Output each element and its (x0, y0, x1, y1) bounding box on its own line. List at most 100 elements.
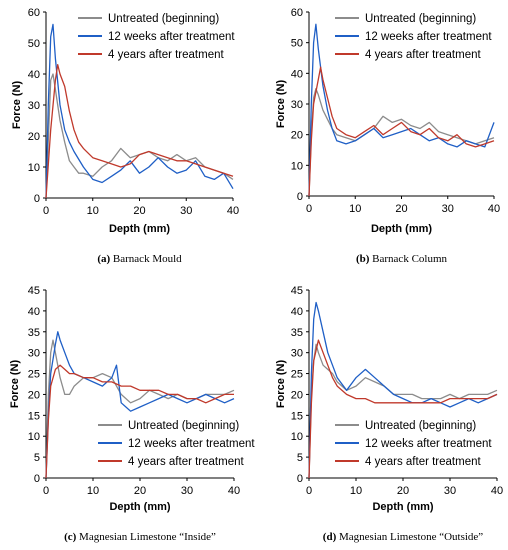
legend-label: 4 years after treatment (365, 456, 481, 468)
y-tick-label: 60 (28, 7, 40, 19)
legend-label: 4 years after treatment (365, 49, 481, 61)
x-axis-title: Depth (mm) (371, 223, 432, 235)
series-line-years4 (308, 66, 495, 197)
y-tick-label: 35 (28, 327, 40, 339)
x-tick-label: 30 (181, 485, 193, 497)
y-tick-label: 60 (291, 7, 303, 19)
legend-label: Untreated (beginning) (108, 13, 219, 25)
panel-caption-text: Magnesian Limestone “Outside” (336, 531, 483, 543)
y-tick-label: 10 (28, 162, 40, 174)
x-tick-label: 40 (491, 485, 503, 497)
x-tick-label: 40 (227, 205, 239, 217)
x-tick-label: 0 (306, 485, 312, 497)
y-tick-label: 20 (291, 389, 303, 401)
series-line-years4 (45, 64, 234, 199)
y-tick-label: 35 (291, 327, 303, 339)
y-axis-title: Force (N) (275, 360, 287, 409)
y-tick-label: 5 (34, 452, 40, 464)
x-tick-label: 0 (43, 485, 49, 497)
panel-caption: (c) Magnesian Limestone “Inside” (64, 531, 216, 543)
panel-caption: (a) Barnack Mould (97, 253, 182, 265)
panel-caption-text: Magnesian Limestone “Inside” (76, 531, 216, 543)
x-axis-title: Depth (mm) (372, 501, 433, 513)
x-tick-label: 10 (87, 485, 99, 497)
y-axis-title: Force (N) (9, 360, 21, 409)
y-tick-label: 25 (28, 369, 40, 381)
y-tick-label: 0 (297, 191, 303, 203)
x-tick-label: 10 (350, 485, 362, 497)
y-tick-label: 15 (28, 410, 40, 422)
legend-label: 4 years after treatment (108, 49, 224, 61)
x-tick-label: 0 (43, 205, 49, 217)
y-axis-title: Force (N) (11, 81, 23, 130)
panel-caption-text: Barnack Mould (110, 253, 182, 265)
series-line-weeks12 (45, 331, 235, 479)
y-tick-label: 20 (28, 131, 40, 143)
series-line-untreated (308, 343, 498, 479)
y-tick-label: 25 (291, 369, 303, 381)
x-tick-label: 20 (397, 485, 409, 497)
x-axis-title: Depth (mm) (109, 223, 170, 235)
panel-caption: (b) Barnack Column (356, 253, 448, 265)
chart-panel-2: 0 10 20 30 40 50 60 0 10 20 30 40 Depth (mm) Force (N… (275, 7, 500, 265)
y-tick-label: 45 (28, 285, 40, 297)
legend-label: Untreated (beginning) (128, 420, 239, 432)
y-tick-label: 40 (291, 68, 303, 80)
y-tick-label: 50 (28, 38, 40, 50)
chart-panel-3: 0 5 10 15 20 25 30 35 40 45 0 10 20 30 40 Depth (mm) For… (9, 285, 255, 543)
panel-caption-letter: (a) (97, 253, 110, 265)
legend-label: 4 years after treatment (128, 456, 244, 468)
y-tick-label: 10 (28, 431, 40, 443)
series-line-untreated (45, 73, 234, 199)
series-line-weeks12 (308, 301, 498, 479)
chart-panel-4: 0 5 10 15 20 25 30 35 40 45 0 10 20 30 40 Depth (mm) For… (275, 285, 503, 543)
y-tick-label: 0 (34, 473, 40, 485)
x-tick-label: 30 (442, 203, 454, 215)
legend-label: Untreated (beginning) (365, 420, 476, 432)
y-tick-label: 45 (291, 285, 303, 297)
series-line-untreated (308, 88, 495, 197)
series-line-weeks12 (308, 23, 495, 197)
y-tick-label: 20 (28, 389, 40, 401)
panel-caption-letter: (d) (323, 531, 337, 543)
y-tick-label: 30 (28, 100, 40, 112)
series-line-weeks12 (45, 23, 234, 199)
legend-label: 12 weeks after treatment (365, 438, 492, 450)
x-tick-label: 20 (395, 203, 407, 215)
chart-panel-1: 0 10 20 30 40 50 60 0 10 20 30 40 Depth (mm) Force (N… (11, 7, 239, 265)
x-tick-label: 30 (444, 485, 456, 497)
y-tick-label: 40 (291, 306, 303, 318)
panel-caption-text: Barnack Column (369, 253, 447, 265)
x-tick-label: 10 (349, 203, 361, 215)
y-tick-label: 15 (291, 410, 303, 422)
y-tick-label: 40 (28, 69, 40, 81)
y-tick-label: 30 (28, 348, 40, 360)
series-line-years4 (308, 339, 498, 479)
y-tick-label: 5 (297, 452, 303, 464)
y-tick-label: 30 (291, 99, 303, 111)
x-tick-label: 40 (228, 485, 240, 497)
x-tick-label: 20 (133, 205, 145, 217)
y-tick-label: 10 (291, 431, 303, 443)
legend-label: 12 weeks after treatment (128, 438, 255, 450)
panel-caption-letter: (b) (356, 253, 370, 265)
x-tick-label: 10 (87, 205, 99, 217)
series-line-years4 (45, 364, 234, 479)
panel-caption-letter: (c) (64, 531, 77, 543)
x-axis-title: Depth (mm) (109, 501, 170, 513)
y-tick-label: 0 (34, 193, 40, 205)
y-tick-label: 30 (291, 348, 303, 360)
y-axis-title: Force (N) (275, 80, 287, 129)
legend-label: 12 weeks after treatment (108, 31, 235, 43)
panel-caption: (d) Magnesian Limestone “Outside” (323, 531, 484, 543)
y-tick-label: 20 (291, 130, 303, 142)
x-tick-label: 0 (306, 203, 312, 215)
legend-label: 12 weeks after treatment (365, 31, 492, 43)
y-tick-label: 40 (28, 306, 40, 318)
x-tick-label: 30 (180, 205, 192, 217)
x-tick-label: 40 (488, 203, 500, 215)
y-tick-label: 10 (291, 160, 303, 172)
y-tick-label: 50 (291, 38, 303, 50)
y-tick-label: 0 (297, 473, 303, 485)
